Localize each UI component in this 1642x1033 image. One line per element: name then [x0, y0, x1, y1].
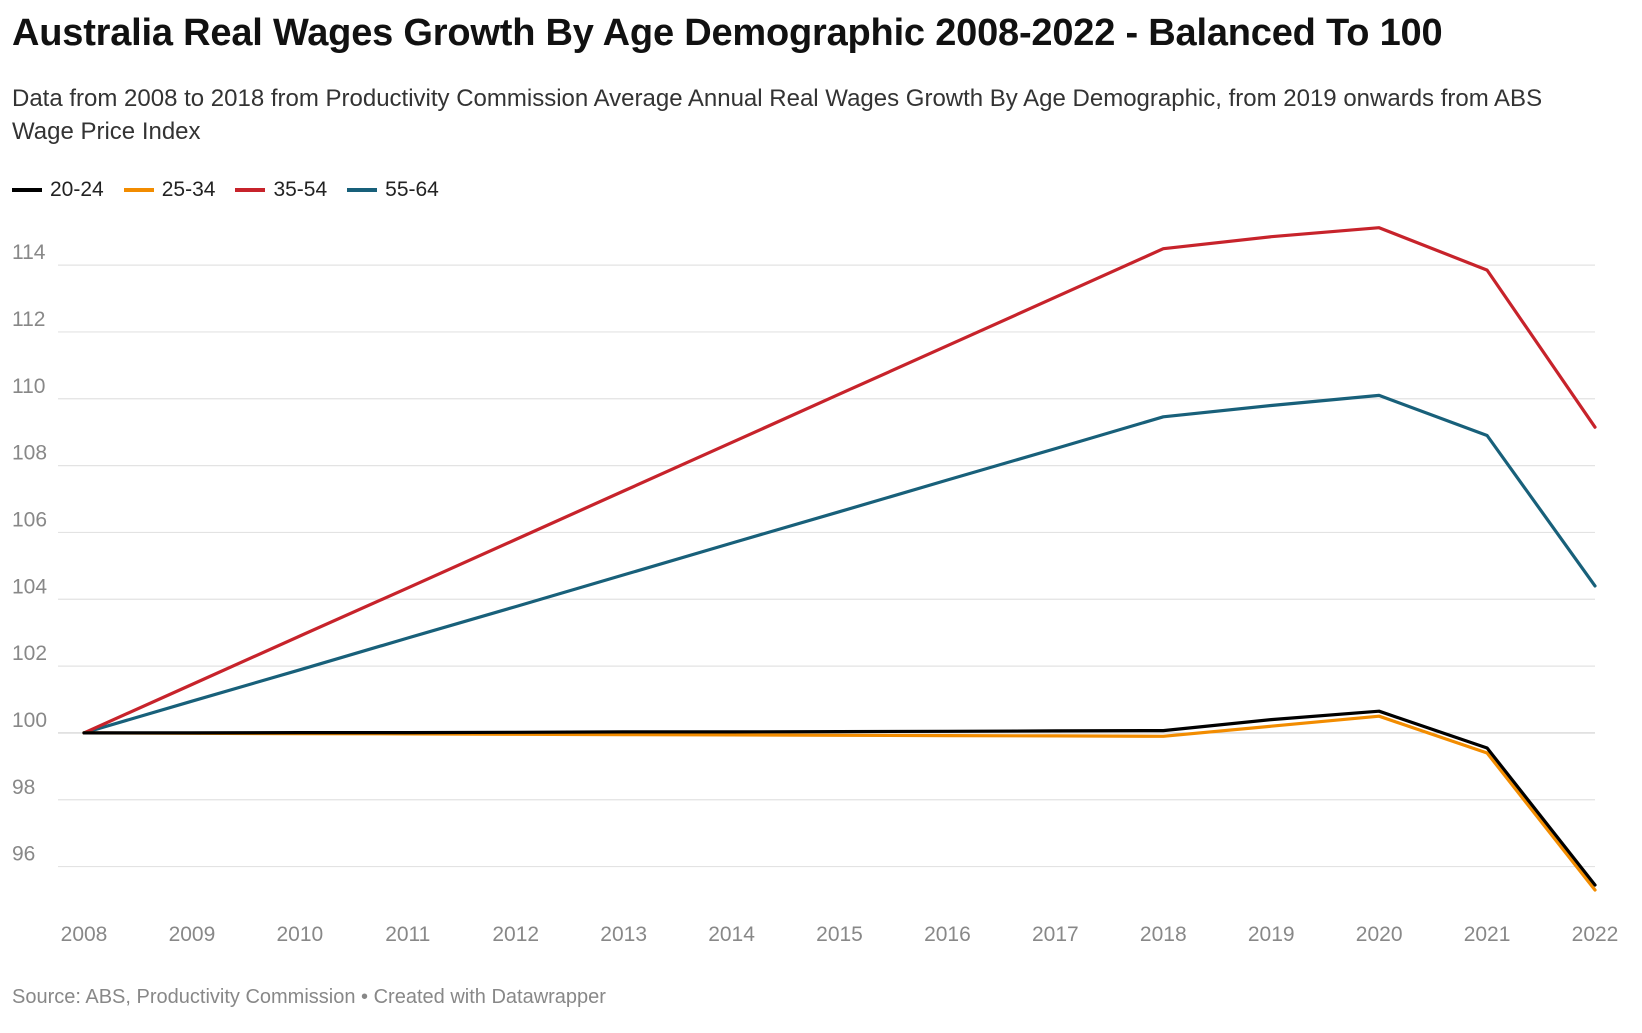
x-tick-label: 2018 [1140, 923, 1187, 946]
footer-separator: • [361, 986, 369, 1008]
legend-swatch [347, 188, 378, 192]
x-tick-label: 2016 [924, 923, 971, 946]
credit-text: Created with Datawrapper [373, 986, 606, 1008]
legend-item: 20-24 [12, 178, 104, 202]
footer: Source: ABS, Productivity Commission • C… [12, 986, 606, 1009]
legend-label: 20-24 [50, 178, 104, 201]
y-tick-label: 108 [12, 442, 47, 465]
legend-item: 35-54 [235, 178, 327, 202]
x-tick-label: 2011 [385, 923, 430, 946]
x-tick-label: 2010 [276, 923, 323, 946]
x-tick-label: 2014 [708, 923, 755, 946]
y-tick-label: 96 [12, 843, 35, 866]
legend-label: 55-64 [385, 178, 439, 201]
legend-label: 25-34 [161, 178, 216, 201]
series-line-55-64 [82, 393, 1597, 735]
legend-swatch [12, 188, 42, 192]
x-axis-ticks: 2008 2009 2010 2011 2012 2013 2014 2015 2016 2017… [61, 923, 1619, 946]
legend-label: 35-54 [273, 178, 328, 201]
series-line-20-24 [82, 709, 1597, 887]
y-tick-label: 100 [12, 709, 47, 732]
legend: 20-24 25-34 35-54 55-64 [12, 178, 439, 202]
y-tick-label: 106 [12, 508, 47, 531]
y-tick-label: 98 [12, 776, 35, 799]
x-tick-label: 2012 [492, 923, 539, 946]
legend-item: 55-64 [347, 178, 439, 202]
legend-swatch [235, 188, 266, 192]
series-lines [82, 226, 1597, 892]
legend-swatch [123, 188, 154, 192]
x-tick-label: 2021 [1464, 923, 1511, 946]
series-line-25-34 [82, 714, 1597, 892]
series-line-35-54 [82, 226, 1597, 735]
gridlines [58, 264, 1595, 868]
x-tick-label: 2022 [1572, 923, 1619, 946]
y-tick-label: 110 [12, 375, 45, 398]
y-tick-label: 114 [12, 241, 46, 264]
source-text: Source: ABS, Productivity Commission [12, 986, 356, 1008]
x-tick-label: 2009 [169, 923, 216, 946]
y-tick-label: 112 [12, 308, 45, 331]
chart-title: Australia Real Wages Growth By Age Demog… [12, 12, 1443, 54]
x-tick-label: 2013 [600, 923, 647, 946]
y-tick-label: 102 [12, 642, 47, 665]
x-tick-label: 2008 [61, 923, 108, 946]
x-tick-label: 2019 [1248, 923, 1295, 946]
y-axis-ticks: 96 98 100 102 104 106 108 110 112 114 [12, 241, 47, 865]
x-tick-label: 2020 [1356, 923, 1403, 946]
x-tick-label: 2015 [816, 923, 863, 946]
legend-item: 25-34 [123, 178, 216, 202]
x-tick-label: 2017 [1032, 923, 1079, 946]
y-tick-label: 104 [12, 575, 47, 598]
chart-subtitle: Data from 2008 to 2018 from Productivity… [12, 85, 1543, 145]
